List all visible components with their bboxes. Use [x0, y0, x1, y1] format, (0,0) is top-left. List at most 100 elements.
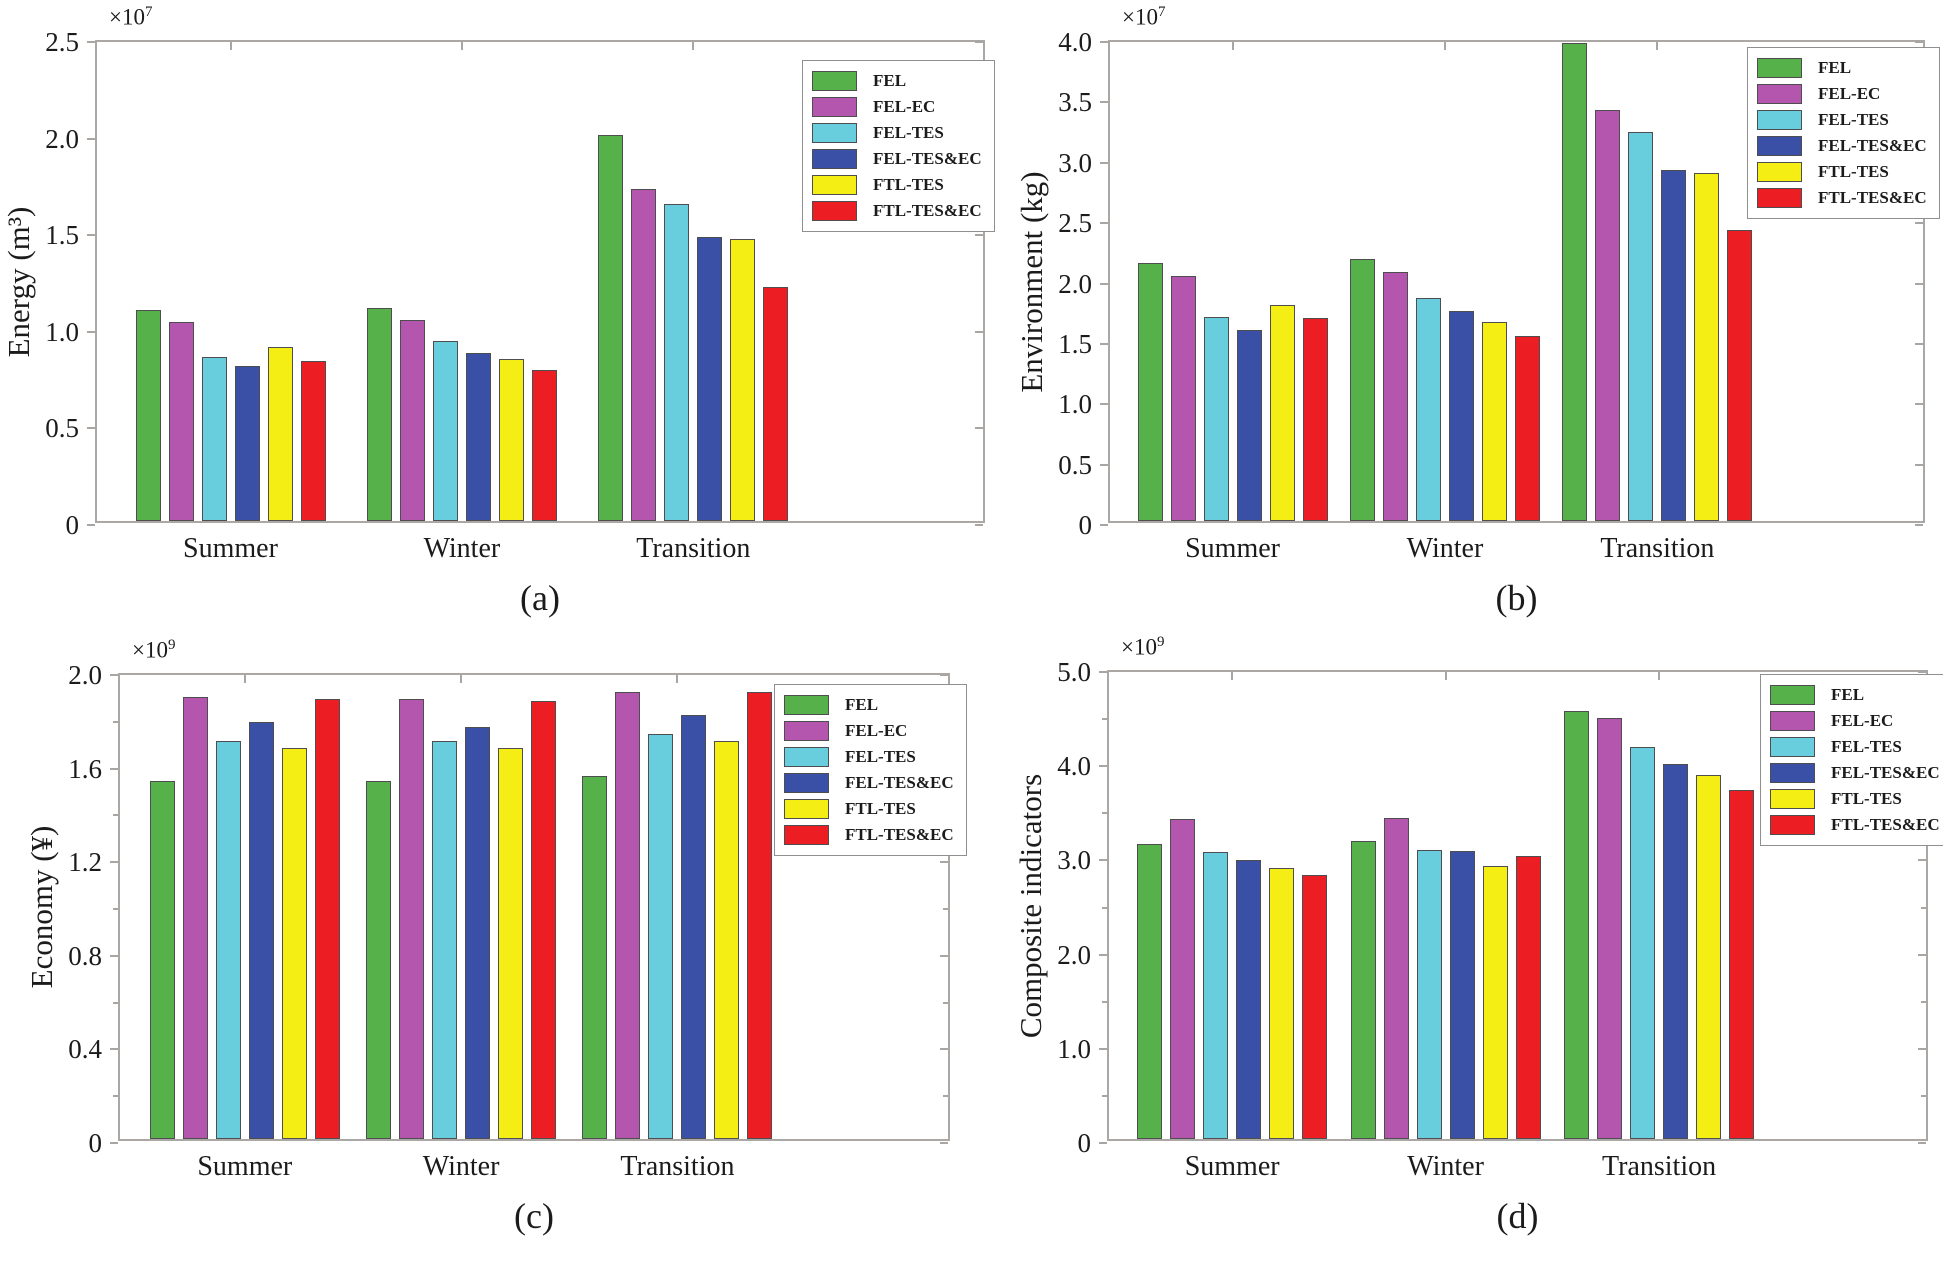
legend-item-FEL-EC: FEL-EC — [1757, 81, 1927, 107]
legend-item-FTL-TES&EC: FTL-TES&EC — [1757, 185, 1927, 211]
legend-swatch-FEL-TES — [1757, 110, 1802, 130]
bar-FTL-TES&EC-transition — [763, 287, 789, 521]
legend-item-FEL-TES&EC: FEL-TES&EC — [1770, 760, 1940, 786]
y-tick-label: 0 — [1078, 510, 1093, 540]
y-axis-major-tick — [87, 524, 95, 526]
y-axis-major-tick — [1100, 524, 1108, 526]
legend-a: FEL FEL-EC FEL-TES FEL-TES&EC FTL-TES FTL-TES… — [802, 60, 995, 232]
legend-item-FEL-TES: FEL-TES — [812, 120, 982, 146]
bar-FTL-TES&EC-transition — [1727, 230, 1753, 521]
y-axis-right-tick — [940, 954, 948, 957]
y-scale-label-c: ×109 — [132, 637, 175, 664]
bar-FEL-EC-transition — [615, 692, 641, 1139]
legend-label-FEL-EC: FEL-EC — [1818, 84, 1881, 103]
plot-area-b: ×107 Environment (kg) (b) 0 0.5 1.0 1.5 2.0 2… — [1014, 4, 1940, 618]
bar-FEL-EC-summer — [1170, 818, 1196, 1139]
y-axis-right-minor-tick — [943, 1095, 948, 1098]
x-axis-top-tick — [1231, 42, 1234, 50]
legend-item-FEL: FEL — [812, 68, 982, 94]
y-axis-right-tick — [940, 1048, 948, 1051]
legend-item-FEL-TES: FEL-TES — [1770, 734, 1940, 760]
bar-FEL-TES&EC-transition — [1661, 169, 1687, 521]
legend-item-FEL: FEL — [784, 692, 954, 718]
y-tick-label: 1.5 — [1058, 328, 1092, 359]
bar-FTL-TES-summer — [281, 748, 307, 1139]
bar-FEL-TES-winter — [432, 741, 458, 1139]
legend-label-FTL-TES: FTL-TES — [1831, 789, 1902, 808]
y-axis-label-d: Composite indicators — [1013, 773, 1048, 1038]
bar-FEL-TES-winter — [432, 341, 458, 521]
y-axis-right-tick — [940, 1142, 948, 1144]
bar-FEL-EC-transition — [1597, 717, 1623, 1139]
bar-FTL-TES&EC-summer — [300, 360, 326, 521]
y-axis-minor-tick — [1102, 718, 1107, 721]
x-tick-label-winter: Winter — [422, 1151, 500, 1182]
legend-item-FEL-EC: FEL-EC — [784, 718, 954, 744]
x-axis-top-tick — [1656, 42, 1659, 50]
x-tick-label-summer: Summer — [1184, 1151, 1280, 1182]
y-axis-minor-tick — [1102, 1094, 1107, 1097]
bar-FEL-winter — [1350, 841, 1376, 1139]
legend-label-FEL-TES&EC: FEL-TES&EC — [845, 773, 954, 792]
bar-FEL-TES-transition — [648, 734, 674, 1139]
y-tick-label: 0.5 — [1058, 449, 1092, 480]
y-tick-label: 4.0 — [1057, 751, 1091, 782]
legend-item-FEL-TES: FEL-TES — [784, 744, 954, 770]
bar-FTL-TES&EC-winter — [531, 370, 557, 521]
legend-label-FEL-EC: FEL-EC — [873, 97, 936, 116]
legend-swatch-FTL-TES — [1757, 162, 1802, 182]
bar-FEL-TES&EC-winter — [1449, 850, 1475, 1139]
y-tick-label: 2.5 — [45, 27, 79, 57]
legend-b: FEL FEL-EC FEL-TES FEL-TES&EC FTL-TES FTL-TES… — [1747, 47, 1940, 219]
y-axis-right-tick — [975, 41, 983, 43]
legend-label-FEL-TES: FEL-TES — [1818, 110, 1889, 129]
x-axis-top-tick — [243, 675, 246, 683]
bar-FEL-summer — [149, 780, 175, 1139]
x-axis-top-tick — [1444, 672, 1447, 680]
bar-FEL-TES&EC-winter — [1448, 310, 1474, 521]
y-axis-minor-tick — [1102, 1000, 1107, 1003]
bar-FEL-summer — [1137, 844, 1163, 1139]
legend-swatch-FTL-TES&EC — [784, 825, 829, 845]
y-axis-right-tick — [1918, 1047, 1926, 1050]
legend-swatch-FEL-EC — [784, 721, 829, 741]
legend-label-FTL-TES: FTL-TES — [1818, 162, 1889, 181]
bar-FEL-transition — [582, 776, 608, 1139]
bar-FTL-TES-winter — [1482, 865, 1508, 1139]
y-tick-label: 1.2 — [68, 847, 102, 878]
y-axis-right-tick — [1915, 282, 1923, 285]
legend-label-FEL-TES&EC: FEL-TES&EC — [1818, 136, 1927, 155]
y-scale-exp-b: 7 — [1157, 4, 1166, 20]
bar-FTL-TES-summer — [267, 347, 293, 521]
y-axis-right-minor-tick — [943, 1001, 948, 1004]
bar-FTL-TES&EC-summer — [1302, 875, 1328, 1139]
bar-FEL-EC-winter — [1382, 272, 1408, 521]
bar-FEL-TES&EC-winter — [465, 352, 491, 521]
bar-FEL-TES-winter — [1416, 849, 1442, 1139]
y-tick-label: 2.0 — [45, 123, 79, 154]
bar-FEL-TES&EC-summer — [1236, 860, 1262, 1139]
bar-FEL-TES&EC-transition — [681, 715, 707, 1139]
x-tick-label-transition: Transition — [620, 1151, 735, 1182]
bar-FTL-TES&EC-summer — [314, 699, 340, 1139]
bar-FEL-transition — [1564, 711, 1590, 1139]
legend-label-FTL-TES&EC: FTL-TES&EC — [873, 201, 982, 220]
bar-FEL-summer — [1137, 262, 1163, 521]
legend-item-FEL-TES: FEL-TES — [1757, 107, 1927, 133]
y-scale-label-b: ×107 — [1122, 4, 1165, 31]
bar-FEL-TES&EC-summer — [248, 722, 274, 1139]
legend-item-FEL: FEL — [1770, 682, 1940, 708]
x-tick-label-winter: Winter — [423, 533, 501, 564]
bar-FEL-TES&EC-transition — [1663, 764, 1689, 1139]
legend-item-FEL-TES&EC: FEL-TES&EC — [784, 770, 954, 796]
legend-swatch-FTL-TES&EC — [1770, 815, 1815, 835]
legend-swatch-FEL-EC — [1770, 711, 1815, 731]
y-axis-major-tick — [1100, 463, 1108, 466]
bar-FEL-winter — [1349, 258, 1375, 521]
bar-FTL-TES-transition — [730, 238, 756, 521]
y-tick-label: 1.0 — [1057, 1033, 1091, 1064]
legend-label-FEL-TES: FEL-TES — [873, 123, 944, 142]
y-axis-minor-tick — [113, 814, 118, 817]
legend-item-FTL-TES&EC: FTL-TES&EC — [784, 822, 954, 848]
y-tick-label: 2.5 — [1058, 208, 1092, 239]
